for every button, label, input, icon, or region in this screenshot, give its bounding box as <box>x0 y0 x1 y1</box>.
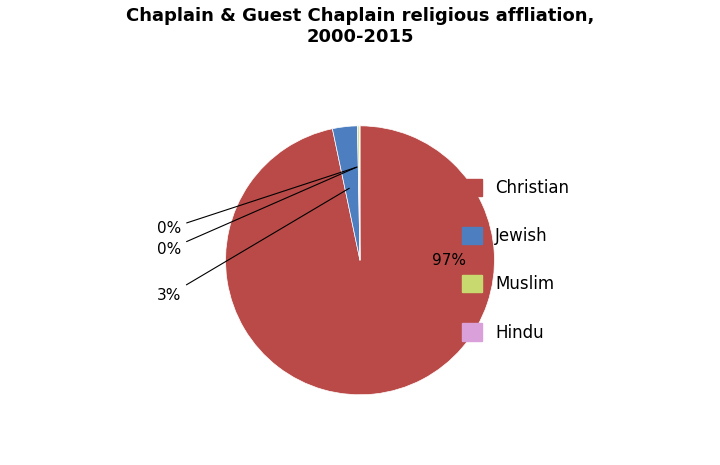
Wedge shape <box>357 126 360 260</box>
Text: 0%: 0% <box>157 167 356 257</box>
Wedge shape <box>225 126 495 395</box>
Text: 0%: 0% <box>157 167 357 236</box>
Text: 3%: 3% <box>157 188 349 303</box>
Title: Chaplain & Guest Chaplain religious affliation,
2000-2015: Chaplain & Guest Chaplain religious affl… <box>126 7 594 46</box>
Text: 97%: 97% <box>431 253 466 268</box>
Wedge shape <box>333 126 360 260</box>
Wedge shape <box>359 126 360 260</box>
Legend: Christian, Jewish, Muslim, Hindu: Christian, Jewish, Muslim, Hindu <box>455 173 576 348</box>
